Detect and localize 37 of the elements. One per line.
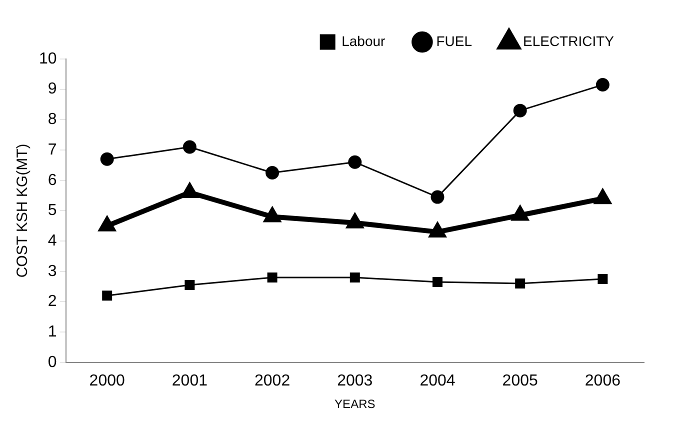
point — [513, 104, 527, 118]
point — [350, 272, 360, 282]
y-tick-label: 5 — [48, 202, 57, 220]
point — [100, 152, 114, 166]
y-tick-label: 0 — [48, 354, 57, 371]
point — [184, 280, 195, 290]
point — [596, 78, 610, 92]
point — [598, 274, 608, 284]
y-tick-label: 6 — [48, 172, 57, 189]
x-tick-label: 2002 — [254, 372, 290, 390]
point — [348, 155, 362, 169]
y-tick-label: 7 — [48, 141, 57, 158]
point — [266, 166, 280, 180]
point — [515, 278, 526, 289]
y-tick-label: 3 — [48, 262, 57, 280]
y-tick-label: 2 — [48, 293, 57, 310]
point — [182, 140, 196, 154]
legend-label: FUEL — [436, 32, 472, 49]
x-tick-label: 2001 — [172, 372, 208, 390]
x-tick-label: 2005 — [502, 372, 538, 390]
y-tick-label: 1 — [48, 323, 57, 340]
x-tick-label: 2003 — [337, 372, 373, 390]
legend-label: Labour — [342, 32, 386, 49]
point — [102, 290, 112, 301]
point — [430, 190, 444, 204]
x-tick-label: 2004 — [420, 372, 456, 390]
point — [432, 277, 442, 287]
y-tick-label: 9 — [48, 80, 57, 98]
legend-label: ELECTRICITY — [522, 32, 615, 49]
x-axis-title: YEARS — [334, 397, 376, 412]
y-tick-label: 4 — [48, 232, 57, 250]
point — [267, 272, 278, 282]
y-axis-title: COST KSH KG(MT) — [14, 144, 32, 278]
y-tick-label: 10 — [39, 50, 57, 68]
y-tick-label: 8 — [48, 111, 57, 128]
x-tick-label: 2006 — [584, 372, 621, 390]
x-tick-label: 2000 — [89, 372, 125, 390]
